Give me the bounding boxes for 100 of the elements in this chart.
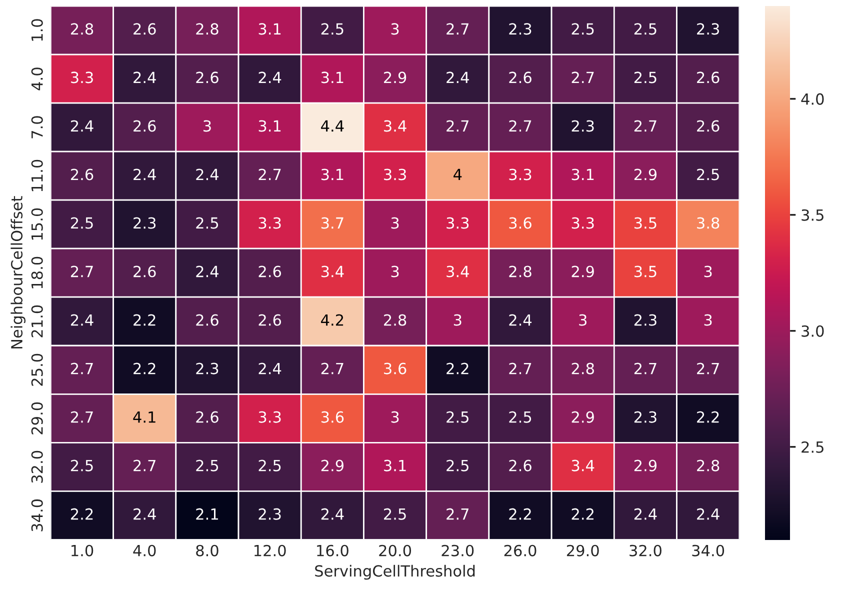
data-label: 2.5 [258,460,281,472]
data-label: 2.4 [509,314,532,326]
data-label: 3.6 [321,411,344,423]
y-axis-title: NeighbourCellOffset [10,196,26,348]
data-label: 2.6 [509,72,532,84]
data-label: 3.3 [572,217,594,229]
data-label: 2.8 [196,23,218,35]
data-label: 2.8 [697,460,720,472]
y-tick-label: 15.0 [31,208,43,240]
x-tick-label: 23.0 [442,544,474,556]
data-label: 3 [579,314,586,326]
data-label: 2.4 [70,120,94,132]
data-label: 2.3 [196,362,218,374]
data-label: 2.4 [446,72,469,84]
data-label: 2.4 [697,508,720,520]
x-tick-label: 34.0 [692,544,724,556]
data-label: 2.7 [634,362,656,374]
data-label: 2.2 [134,362,156,374]
data-label: 2.5 [384,508,406,520]
data-label: 3.1 [321,72,344,84]
data-label: 2.6 [134,23,156,35]
data-label: 2.4 [134,508,156,520]
data-label: 2.3 [634,411,656,423]
data-label: 2.2 [446,362,468,374]
data-label: 4.1 [133,411,156,423]
data-label: 2.4 [258,72,282,84]
data-label: 2.6 [134,266,156,278]
data-label: 2.7 [446,23,468,35]
data-label: 3.7 [321,217,344,229]
data-label: 3.4 [446,266,469,278]
data-label: 2.8 [384,314,406,326]
x-tick-label: 20.0 [379,544,412,556]
data-label: 2.4 [196,266,219,278]
data-label: 2.6 [697,72,720,84]
data-label: 3 [391,23,399,35]
x-tick-label: 1.0 [72,544,94,556]
data-label: 2.9 [634,168,657,180]
y-tick-label: 21.0 [31,305,43,338]
data-label: 3 [391,266,399,278]
data-label: 2.4 [634,508,657,520]
data-label: 3 [704,266,712,278]
data-label: 2.6 [196,314,218,326]
data-label: 2.7 [70,266,93,278]
data-label: 3.3 [446,217,469,229]
x-tick-label: 26.0 [504,544,536,556]
data-label: 3.3 [509,168,532,180]
data-label: 3.1 [258,120,281,132]
data-label: 3.6 [384,362,406,374]
data-label: 2.8 [572,362,594,374]
data-label: 2.3 [258,508,281,520]
data-label: 2.4 [134,72,156,84]
data-label: 2.5 [446,460,468,472]
data-label: 2.3 [697,23,719,35]
data-label: 2.7 [70,411,93,423]
data-label: 2.3 [509,23,532,35]
color-bar-label: 2.5 [802,441,824,453]
data-label: 3.3 [258,217,281,229]
data-label: 2.9 [634,460,657,472]
data-label: 2.4 [134,168,156,180]
data-label: 3 [704,314,712,326]
data-label: 3.5 [634,217,656,229]
data-label: 2.7 [134,460,156,472]
data-label: 3.1 [258,23,281,35]
color-bar-label: 3.0 [802,325,824,337]
data-label: 2.2 [70,508,93,520]
data-label: 2.5 [697,168,719,180]
data-label: 3.3 [258,411,281,423]
data-label: 2.4 [258,362,282,374]
data-label: 2.9 [384,72,406,84]
data-label: 2.7 [509,120,532,132]
data-label: 2.9 [321,460,344,472]
data-label: 2.6 [196,72,218,84]
data-label: 3.1 [384,460,406,472]
y-tick-label: 34.0 [31,499,43,532]
x-axis-title: ServingCellThreshold [315,564,475,580]
data-label: 2.2 [134,314,156,326]
data-label: 3.4 [572,460,594,472]
y-tick-label: 29.0 [31,402,43,434]
color-bar-label: 3.5 [802,209,824,221]
y-tick-label: 11.0 [31,160,43,192]
data-label: 3 [204,120,211,132]
data-label: 2.5 [446,411,468,423]
data-label: 3.6 [509,217,532,229]
data-label: 3 [454,314,462,326]
data-label: 2.8 [509,266,532,278]
data-label: 2.2 [572,508,594,520]
data-label: 2.5 [509,411,532,423]
data-label: 2.7 [446,508,468,520]
data-label: 3.3 [71,72,93,84]
data-label: 2.3 [572,120,594,132]
data-label: 4 [454,168,462,180]
y-tick-label: 18.0 [31,256,43,288]
data-label: 2.7 [70,362,93,374]
data-label: 2.8 [70,23,94,35]
x-tick-label: 16.0 [317,544,348,556]
data-label: 2.7 [321,362,344,374]
data-label: 2.7 [509,362,532,374]
data-label: 2.9 [572,411,594,423]
data-label: 3.5 [634,266,656,278]
data-label: 3.4 [321,266,344,278]
